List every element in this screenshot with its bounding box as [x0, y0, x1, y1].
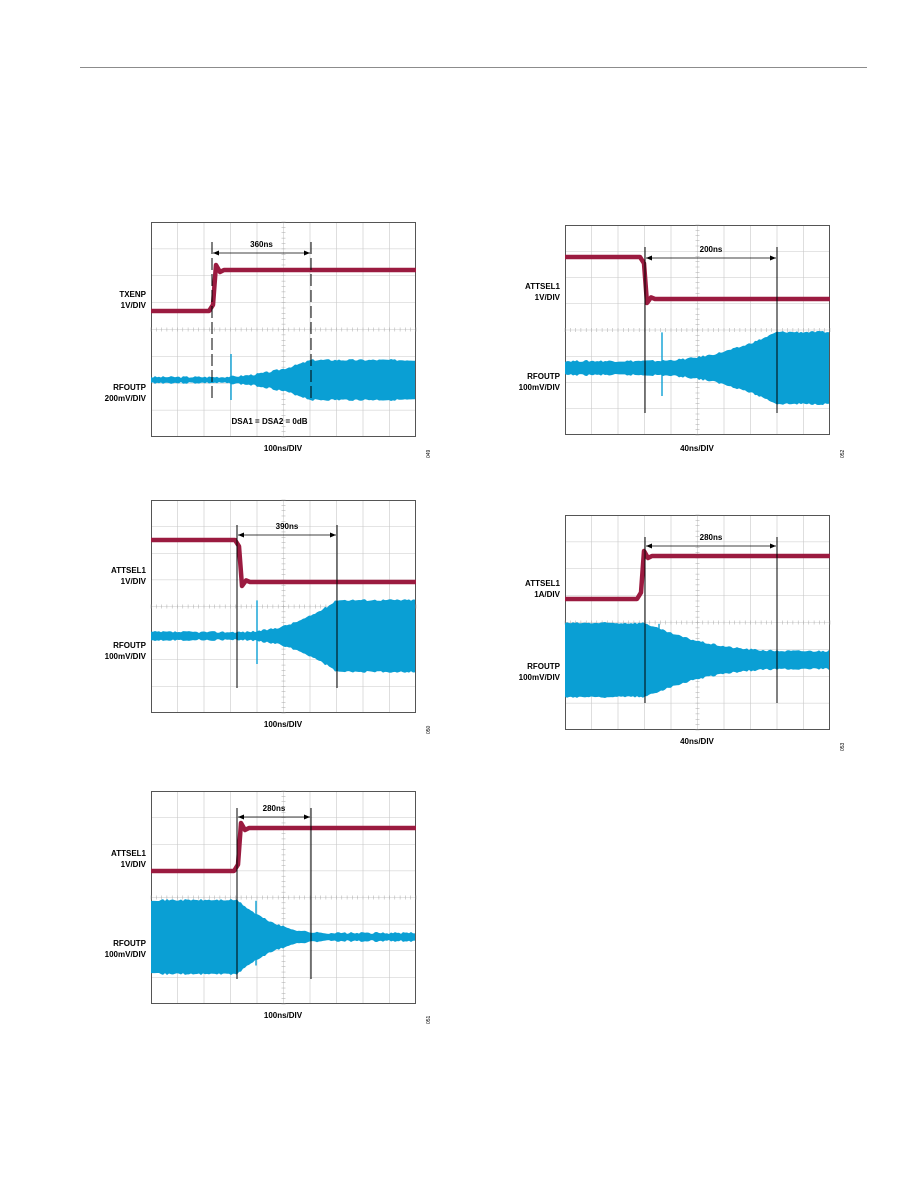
- arrow-head-left: [213, 250, 219, 256]
- ch2-label: RFOUTP 100mV/DIV: [56, 640, 146, 662]
- ch1-scale: 1V/DIV: [120, 577, 146, 586]
- scope-plot-attsel1-fall-40ns: 200ns: [564, 224, 831, 436]
- scope-svg: 280ns: [150, 790, 417, 1005]
- timing-duration-label: 280ns: [263, 804, 286, 813]
- ch2-scale: 100mV/DIV: [104, 950, 146, 959]
- ch1-name: TXENP: [119, 290, 146, 299]
- rf-output-trace: [565, 622, 829, 698]
- ch1-label: ATTSEL1 1A/DIV: [470, 578, 560, 600]
- ch1-label: ATTSEL1 1V/DIV: [470, 281, 560, 303]
- scope-svg: 280ns: [564, 514, 831, 731]
- timing-duration-label: 200ns: [700, 245, 723, 254]
- control-trace: [565, 548, 830, 602]
- ch1-name: ATTSEL1: [111, 849, 146, 858]
- ch1-name: ATTSEL1: [525, 579, 560, 588]
- ch1-label: ATTSEL1 1V/DIV: [56, 848, 146, 870]
- ch1-scale: 1V/DIV: [120, 860, 146, 869]
- ch2-scale: 200mV/DIV: [104, 394, 146, 403]
- timing-duration-label: 360ns: [250, 240, 273, 249]
- arrow-head-left: [646, 543, 652, 549]
- ch1-name: ATTSEL1: [525, 282, 560, 291]
- x-scale-label: 100ns/DIV: [263, 444, 303, 453]
- ch2-name: RFOUTP: [113, 939, 146, 948]
- arrow-head-right: [330, 532, 336, 538]
- header-rule: [80, 67, 867, 68]
- ch1-label: ATTSEL1 1V/DIV: [56, 565, 146, 587]
- scope-plot-attsel1-rise-100ns: 280ns: [150, 790, 417, 1005]
- ch2-name: RFOUTP: [527, 662, 560, 671]
- figure-code: 049: [426, 449, 432, 458]
- ch2-label: RFOUTP 100mV/DIV: [470, 661, 560, 683]
- x-scale-label: 100ns/DIV: [263, 720, 303, 729]
- rf-output-trace: [151, 899, 415, 975]
- x-scale-label: 100ns/DIV: [263, 1011, 303, 1020]
- ch1-scale: 1A/DIV: [534, 590, 560, 599]
- ch1-label: TXENP 1V/DIV: [56, 289, 146, 311]
- ch2-label: RFOUTP 100mV/DIV: [56, 938, 146, 960]
- ch2-scale: 100mV/DIV: [518, 383, 560, 392]
- control-trace: [151, 537, 416, 589]
- ch1-scale: 1V/DIV: [534, 293, 560, 302]
- scope-svg: 360ns DSA1 = DSA2 = 0dB: [150, 221, 417, 438]
- rf-output-trace: [151, 599, 415, 673]
- arrow-head-left: [238, 532, 244, 538]
- scope-plot-attsel1-rise-40ns: 280ns: [564, 514, 831, 731]
- arrow-head-right: [770, 543, 776, 549]
- arrow-head-right: [304, 250, 310, 256]
- timing-duration-label: 280ns: [700, 533, 723, 542]
- timing-duration-label: 390ns: [276, 522, 299, 531]
- ch2-label: RFOUTP 200mV/DIV: [56, 382, 146, 404]
- scope-plot-attsel1-fall-100ns: 390ns: [150, 499, 417, 714]
- figure-code: 051: [426, 1015, 432, 1024]
- control-trace: [151, 262, 416, 314]
- control-trace: [151, 820, 416, 874]
- scope-svg: 390ns: [150, 499, 417, 714]
- ch1-name: ATTSEL1: [111, 566, 146, 575]
- ch2-label: RFOUTP 100mV/DIV: [470, 371, 560, 393]
- control-trace: [565, 254, 830, 306]
- ch2-scale: 100mV/DIV: [518, 673, 560, 682]
- ch2-name: RFOUTP: [113, 383, 146, 392]
- arrow-head-left: [646, 255, 652, 261]
- ch1-scale: 1V/DIV: [120, 301, 146, 310]
- arrow-head-right: [770, 255, 776, 261]
- ch2-name: RFOUTP: [113, 641, 146, 650]
- arrow-head-left: [238, 814, 244, 820]
- figure-code: 050: [426, 725, 432, 734]
- arrow-head-right: [304, 814, 310, 820]
- scope-plot-txenp: 360ns DSA1 = DSA2 = 0dB: [150, 221, 417, 438]
- ch2-name: RFOUTP: [527, 372, 560, 381]
- scope-svg: 200ns: [564, 224, 831, 436]
- x-scale-label: 40ns/DIV: [680, 444, 714, 453]
- figure-code: 052: [840, 449, 846, 458]
- rf-output-trace: [565, 331, 829, 405]
- plot-note: DSA1 = DSA2 = 0dB: [231, 417, 307, 426]
- figure-code: 053: [840, 742, 846, 751]
- ch2-scale: 100mV/DIV: [104, 652, 146, 661]
- rf-output-trace: [151, 359, 415, 401]
- x-scale-label: 40ns/DIV: [680, 737, 714, 746]
